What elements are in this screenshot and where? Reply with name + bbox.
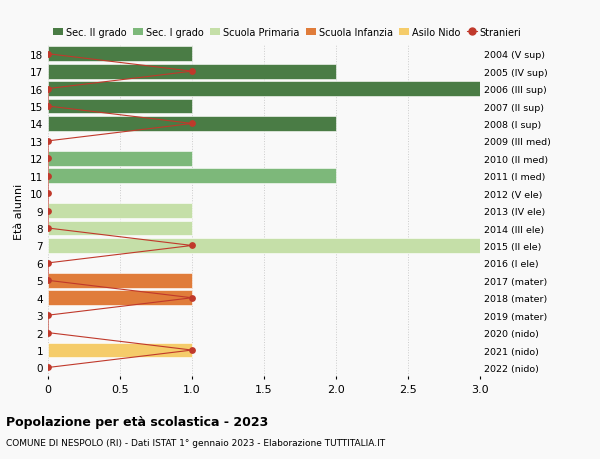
Point <box>43 207 53 215</box>
Point <box>43 155 53 162</box>
Bar <box>48 151 192 166</box>
Bar <box>48 239 480 253</box>
Point <box>43 86 53 93</box>
Bar <box>48 273 192 288</box>
Bar <box>48 82 480 97</box>
Point <box>187 68 197 76</box>
Point <box>43 364 53 371</box>
Point <box>43 103 53 111</box>
Bar <box>48 221 192 236</box>
Bar <box>48 169 336 184</box>
Point <box>43 51 53 58</box>
Point <box>43 260 53 267</box>
Bar <box>48 117 336 132</box>
Bar <box>48 47 192 62</box>
Bar <box>48 65 336 79</box>
Legend: Sec. II grado, Sec. I grado, Scuola Primaria, Scuola Infanzia, Asilo Nido, Stran: Sec. II grado, Sec. I grado, Scuola Prim… <box>53 28 521 38</box>
Bar <box>48 100 192 114</box>
Text: Popolazione per età scolastica - 2023: Popolazione per età scolastica - 2023 <box>6 415 268 428</box>
Point <box>43 190 53 197</box>
Point <box>43 312 53 319</box>
Text: COMUNE DI NESPOLO (RI) - Dati ISTAT 1° gennaio 2023 - Elaborazione TUTTITALIA.IT: COMUNE DI NESPOLO (RI) - Dati ISTAT 1° g… <box>6 438 385 448</box>
Bar <box>48 204 192 218</box>
Point <box>43 329 53 336</box>
Point <box>187 121 197 128</box>
Point <box>43 225 53 232</box>
Y-axis label: Età alunni: Età alunni <box>14 183 25 239</box>
Point <box>43 138 53 145</box>
Bar <box>48 291 192 306</box>
Point <box>43 173 53 180</box>
Point <box>43 277 53 285</box>
Point <box>187 294 197 302</box>
Bar <box>48 343 192 358</box>
Point <box>187 242 197 250</box>
Point <box>187 347 197 354</box>
